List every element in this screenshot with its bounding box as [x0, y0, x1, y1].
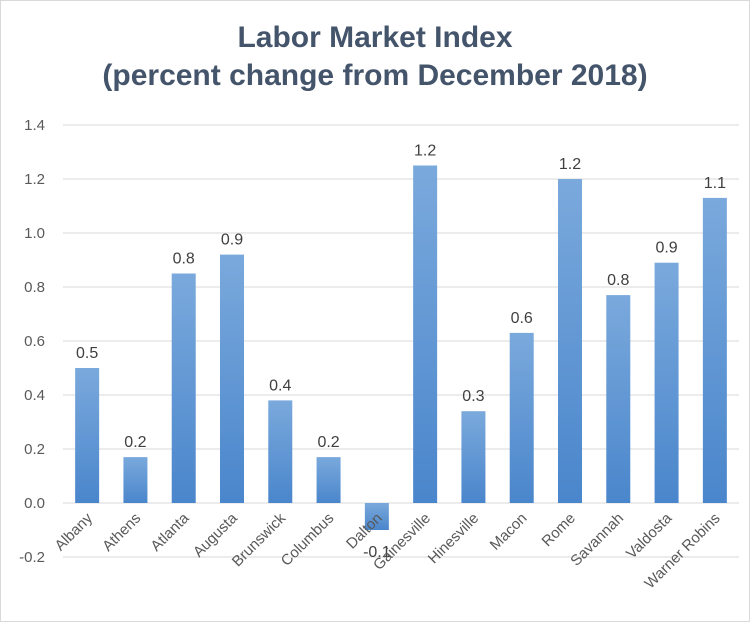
- bar-gainesville: [413, 165, 438, 503]
- bar-valdosta: [654, 262, 679, 503]
- data-label: 0.2: [124, 434, 146, 451]
- data-label: 1.2: [559, 156, 581, 173]
- data-label: 0.8: [607, 272, 629, 289]
- data-labels: 0.5 0.2 0.8 0.9 0.4 0.2 -0.1 1.2 0.3 0.6 1.2 0.8 0.9…: [76, 143, 726, 562]
- y-axis-tick-labels: -0.2 0.0 0.2 0.4 0.6 0.8 1.0 1.2 1.4: [19, 117, 45, 566]
- category-label: Rome: [539, 510, 579, 550]
- y-tick-label: 1.4: [24, 117, 45, 134]
- category-label: Macon: [487, 510, 531, 554]
- bar-macon: [509, 332, 534, 503]
- y-tick-label: -0.2: [19, 549, 45, 566]
- data-label: 0.4: [269, 377, 291, 394]
- y-tick-label: 0.2: [24, 441, 45, 458]
- chart-title-line-1: Labor Market Index: [237, 21, 513, 54]
- category-label: Hinesville: [425, 510, 482, 567]
- category-label: Albany: [52, 509, 97, 554]
- data-label: 0.2: [317, 434, 339, 451]
- data-label: 0.8: [173, 251, 195, 268]
- data-label: 0.9: [655, 240, 677, 257]
- bars: [75, 165, 727, 530]
- bar-athens: [123, 457, 148, 503]
- chart-title-line-2: (percent change from December 2018): [102, 59, 648, 92]
- data-label: 1.2: [414, 143, 436, 160]
- y-tick-label: 0.8: [24, 279, 45, 296]
- category-label: Atlanta: [147, 509, 193, 555]
- category-label: Columbus: [278, 510, 338, 570]
- bar-columbus: [316, 457, 341, 503]
- y-tick-label: 1.0: [24, 225, 45, 242]
- data-label: -0.1: [363, 544, 391, 561]
- data-label: 0.3: [462, 388, 484, 405]
- bar-dalton: [364, 503, 389, 530]
- chart-title: Labor Market Index (percent change from …: [1, 19, 749, 95]
- data-label: 0.6: [511, 310, 533, 327]
- bar-savannah: [606, 295, 631, 503]
- category-label: Savannah: [567, 510, 627, 570]
- bar-augusta: [220, 254, 244, 503]
- bar-albany: [75, 368, 100, 503]
- bar-rome: [558, 179, 582, 503]
- bar-brunswick: [268, 400, 293, 503]
- y-tick-label: 0.6: [24, 333, 45, 350]
- bar-hinesville: [461, 411, 486, 503]
- y-tick-label: 1.2: [24, 171, 45, 188]
- y-tick-label: 0.4: [24, 387, 45, 404]
- bar-warner-robins: [702, 197, 727, 503]
- category-label: Athens: [99, 510, 144, 555]
- gridlines: [63, 124, 739, 558]
- y-tick-label: 0.0: [24, 495, 45, 512]
- data-label: 0.9: [221, 232, 243, 249]
- bar-atlanta: [171, 273, 196, 503]
- data-label: 0.5: [76, 345, 98, 362]
- data-label: 1.1: [704, 175, 726, 192]
